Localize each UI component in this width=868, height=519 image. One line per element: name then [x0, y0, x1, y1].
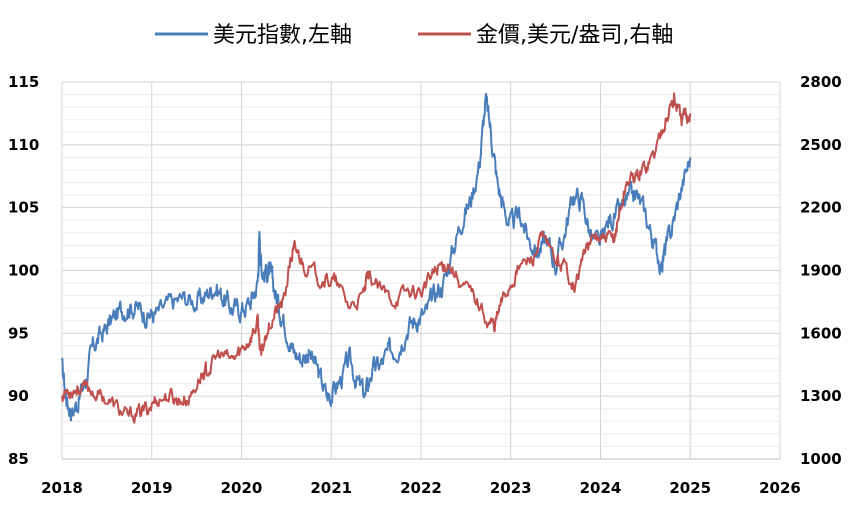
series-layer — [61, 92, 692, 424]
legend-label-gold: 金價,美元/盎司,右軸 — [476, 23, 673, 48]
y-left-tick-label: 85 — [8, 450, 29, 468]
y-right-tick-label: 1000 — [800, 450, 842, 468]
series-line-gold — [61, 92, 692, 424]
y-right-tick-label: 1300 — [800, 387, 842, 405]
legend-label-dxy: 美元指數,左軸 — [213, 23, 352, 48]
y-right-tick-label: 2500 — [800, 136, 842, 154]
y-right-tick-label: 2800 — [800, 73, 842, 91]
x-tick-label: 2022 — [400, 479, 442, 497]
y-left-tick-label: 90 — [8, 387, 29, 405]
y-left-tick-label: 110 — [8, 136, 39, 154]
series-line-dxy — [61, 92, 692, 422]
tick-labels: 85 90 95 100 105 110 115 1000 1300 1600 1900 2200 25… — [8, 73, 842, 497]
x-tick-label: 2024 — [580, 479, 622, 497]
y-left-tick-label: 105 — [8, 199, 39, 217]
legend: 美元指數,左軸 金價,美元/盎司,右軸 — [155, 23, 673, 48]
x-tick-label: 2019 — [131, 479, 173, 497]
x-tick-label: 2021 — [310, 479, 352, 497]
y-right-tick-label: 2200 — [800, 199, 842, 217]
y-left-tick-label: 100 — [8, 262, 39, 280]
x-tick-label: 2023 — [490, 479, 532, 497]
y-right-tick-label: 1900 — [800, 262, 842, 280]
x-tick-label: 2018 — [41, 479, 83, 497]
x-tick-label: 2020 — [221, 479, 263, 497]
x-tick-label: 2025 — [669, 479, 711, 497]
y-right-tick-label: 1600 — [800, 324, 842, 342]
y-left-tick-label: 95 — [8, 324, 29, 342]
x-tick-label: 2026 — [759, 479, 801, 497]
y-left-tick-label: 115 — [8, 73, 39, 91]
